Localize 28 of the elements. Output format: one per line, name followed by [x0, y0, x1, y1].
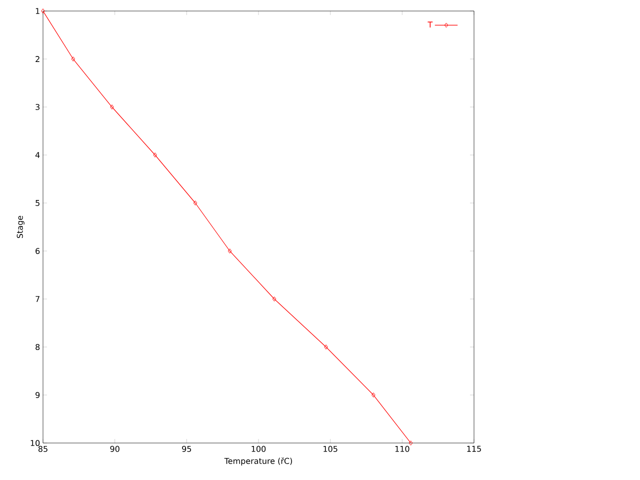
y-tick-label: 3	[36, 104, 40, 110]
x-tick-label: 105	[324, 446, 338, 452]
y-tick-label: 9	[36, 392, 40, 398]
point	[153, 152, 157, 158]
y-axis-title: Stage	[16, 216, 24, 238]
point	[71, 56, 76, 62]
x-tick-label: 100	[252, 446, 266, 452]
y-tick-label: 5	[36, 200, 40, 206]
x-axis-title: Temperature (řC)	[224, 457, 292, 466]
x-tick-label: 90	[110, 446, 120, 452]
point	[110, 104, 114, 110]
x-tick-label: 95	[182, 446, 192, 452]
y-tick-label: 1	[36, 8, 40, 14]
y-tick-label: 6	[36, 248, 40, 254]
x-tick-label: 115	[467, 446, 481, 452]
y-tick-label: 2	[36, 56, 40, 62]
y-tick-label: 8	[36, 344, 40, 350]
legend-label: T	[428, 22, 433, 28]
y-tick-label: 10	[30, 440, 40, 446]
point	[193, 200, 198, 206]
y-tick-label: 4	[35, 152, 40, 158]
point	[324, 344, 328, 350]
y-tick-label: 7	[36, 296, 40, 302]
point	[372, 392, 376, 398]
point	[228, 248, 232, 254]
x-tick-label: 110	[395, 446, 410, 452]
x-tick-label: 85	[38, 446, 48, 452]
point	[272, 296, 276, 302]
